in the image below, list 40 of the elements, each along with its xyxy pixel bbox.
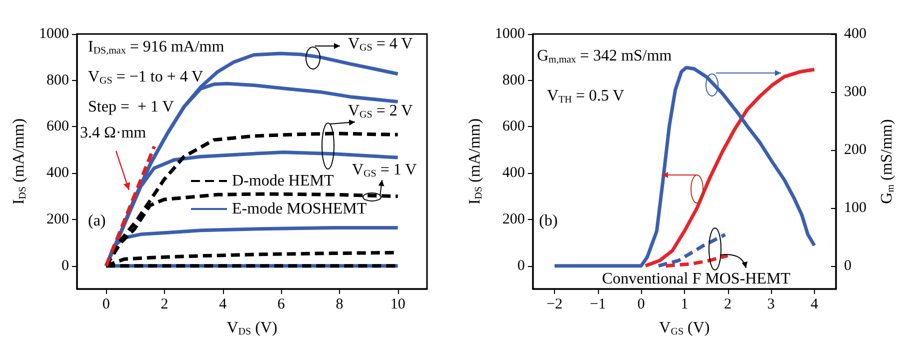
annotation: Step = + 1 V [88,98,174,116]
annotation: 3.4 Ω·mm [80,124,147,142]
y-axis-title: IDS (mA/mm) [10,118,29,205]
y-axis-title: IDS (mA/mm) [466,118,484,205]
y2-tick-label: 200 [844,142,866,158]
y-tick-label: 0 [62,258,69,274]
legend-label: E-mode MOSHEMT [232,200,367,218]
y-tick-label: 1000 [494,26,525,42]
x-tick-label: 0 [637,296,645,312]
y-tick-label: 200 [502,211,525,228]
x-tick-label: 8 [336,296,344,312]
x-tick-label: 1 [680,296,688,312]
x-tick-label: 6 [277,296,286,312]
y2-tick-label: 400 [844,26,866,42]
annotation: (b) [539,212,558,230]
x-tick-label: 0 [102,296,110,312]
y-tick-label: 600 [46,118,69,135]
legend-label: D-mode HEMT [232,172,334,190]
x-tick-label: 4 [810,296,819,312]
y2-axis-title: Gm (mS/mm) [878,119,896,204]
x-tick-label: 2 [160,296,168,312]
y-tick-label: 0 [517,258,525,274]
y-tick-label: 400 [46,165,69,182]
y2-tick-label: 100 [844,200,866,216]
x-tick-label: 2 [724,296,732,312]
y-tick-label: 800 [46,72,69,88]
y-tick-label: 400 [502,165,525,182]
annotation: (a) [88,212,106,230]
annotation: Conventional F MOS-HEMT [602,270,791,288]
x-tick-label: 10 [390,296,406,312]
x-tick-label: 4 [219,296,228,312]
x-tick-label: −1 [590,296,606,312]
x-tick-label: −2 [546,296,563,312]
x-tick-label: 3 [767,296,775,312]
y-tick-label: 1000 [39,26,69,42]
y2-tick-label: 300 [844,84,866,100]
y-tick-label: 200 [46,211,69,228]
y-tick-label: 800 [502,72,525,88]
y-tick-label: 600 [502,118,525,135]
y2-tick-label: 0 [844,258,852,274]
